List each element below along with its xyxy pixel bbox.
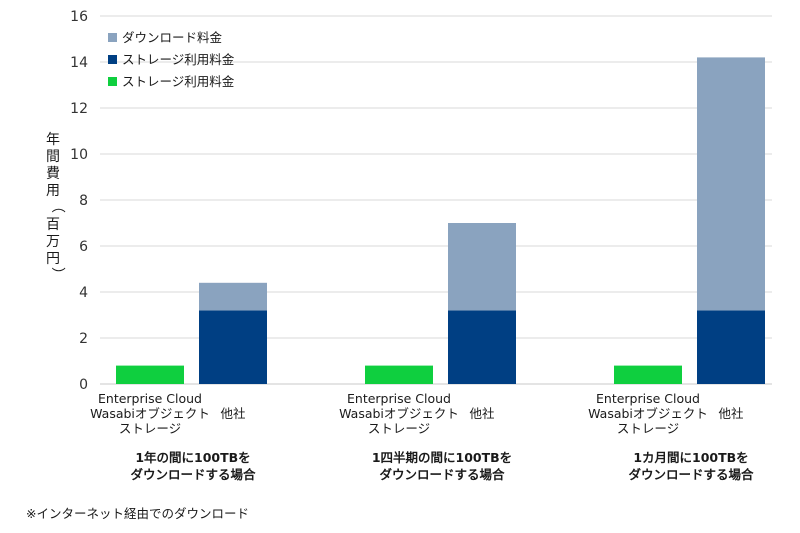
y-tick-label-8: 8	[79, 193, 88, 209]
group-label: 1四半期の間に100TBを	[372, 450, 512, 465]
bar-storage-g3-b2	[697, 310, 765, 384]
y-axis-title-char: （	[49, 199, 65, 213]
bar-category-label: Enterprise Cloud	[98, 391, 202, 406]
bar-download-g2-b2	[448, 223, 516, 311]
y-axis-title-char: 百	[46, 217, 60, 233]
legend-label-wasabi_storage: ストレージ利用料金	[122, 74, 235, 89]
bar-download-g3-b2	[697, 57, 765, 311]
y-axis-title-char: 円	[46, 251, 60, 267]
group-label: ダウンロードする場合	[379, 467, 505, 482]
bar-download-g1-b2	[199, 282, 267, 311]
group-label: 1カ月間に100TBを	[633, 450, 748, 465]
group-label: ダウンロードする場合	[130, 467, 256, 482]
y-tick-label-12: 12	[70, 101, 88, 117]
bar-category-label: ストレージ	[617, 421, 679, 436]
legend-label-storage: ストレージ利用料金	[122, 52, 235, 67]
bar-wasabi_storage-g1-b1	[116, 365, 184, 384]
y-tick-label-4: 4	[79, 285, 88, 301]
bar-category-label: Wasabiオブジェクト	[90, 406, 210, 421]
bar-category-label: 他社	[469, 406, 494, 421]
y-axis-title-char: 間	[46, 149, 60, 165]
bar-category-label: ストレージ	[119, 421, 181, 436]
y-tick-label-16: 16	[70, 9, 88, 25]
y-axis-title-char: ）	[49, 267, 65, 281]
bar-category-label: Wasabiオブジェクト	[339, 406, 459, 421]
bar-storage-g1-b2	[199, 310, 267, 384]
bar-category-label: Enterprise Cloud	[347, 391, 451, 406]
bar-storage-g2-b2	[448, 310, 516, 384]
bar-category-label: 他社	[718, 406, 743, 421]
bar-wasabi_storage-g2-b1	[365, 365, 433, 384]
bar-category-label: Wasabiオブジェクト	[588, 406, 708, 421]
y-axis-title-char: 費	[46, 166, 60, 182]
y-axis-title-char: 万	[46, 234, 60, 250]
group-label: ダウンロードする場合	[628, 467, 754, 482]
y-tick-label-6: 6	[79, 239, 88, 255]
legend-label-download: ダウンロード料金	[122, 30, 223, 45]
bar-category-label: ストレージ	[368, 421, 430, 436]
y-axis-title-char: 用	[46, 183, 60, 199]
y-axis-title-char: 年	[46, 132, 60, 148]
y-tick-label-0: 0	[79, 377, 88, 393]
footnote: ※インターネット経由でのダウンロード	[26, 506, 249, 521]
legend-swatch-download	[108, 33, 117, 42]
y-tick-label-10: 10	[70, 147, 88, 163]
y-tick-label-2: 2	[79, 331, 88, 347]
y-tick-label-14: 14	[70, 55, 88, 71]
bar-wasabi_storage-g3-b1	[614, 365, 682, 384]
legend-swatch-wasabi_storage	[108, 77, 117, 86]
bar-category-label: 他社	[220, 406, 245, 421]
legend-swatch-storage	[108, 55, 117, 64]
bar-category-label: Enterprise Cloud	[596, 391, 700, 406]
group-label: 1年の間に100TBを	[135, 450, 250, 465]
